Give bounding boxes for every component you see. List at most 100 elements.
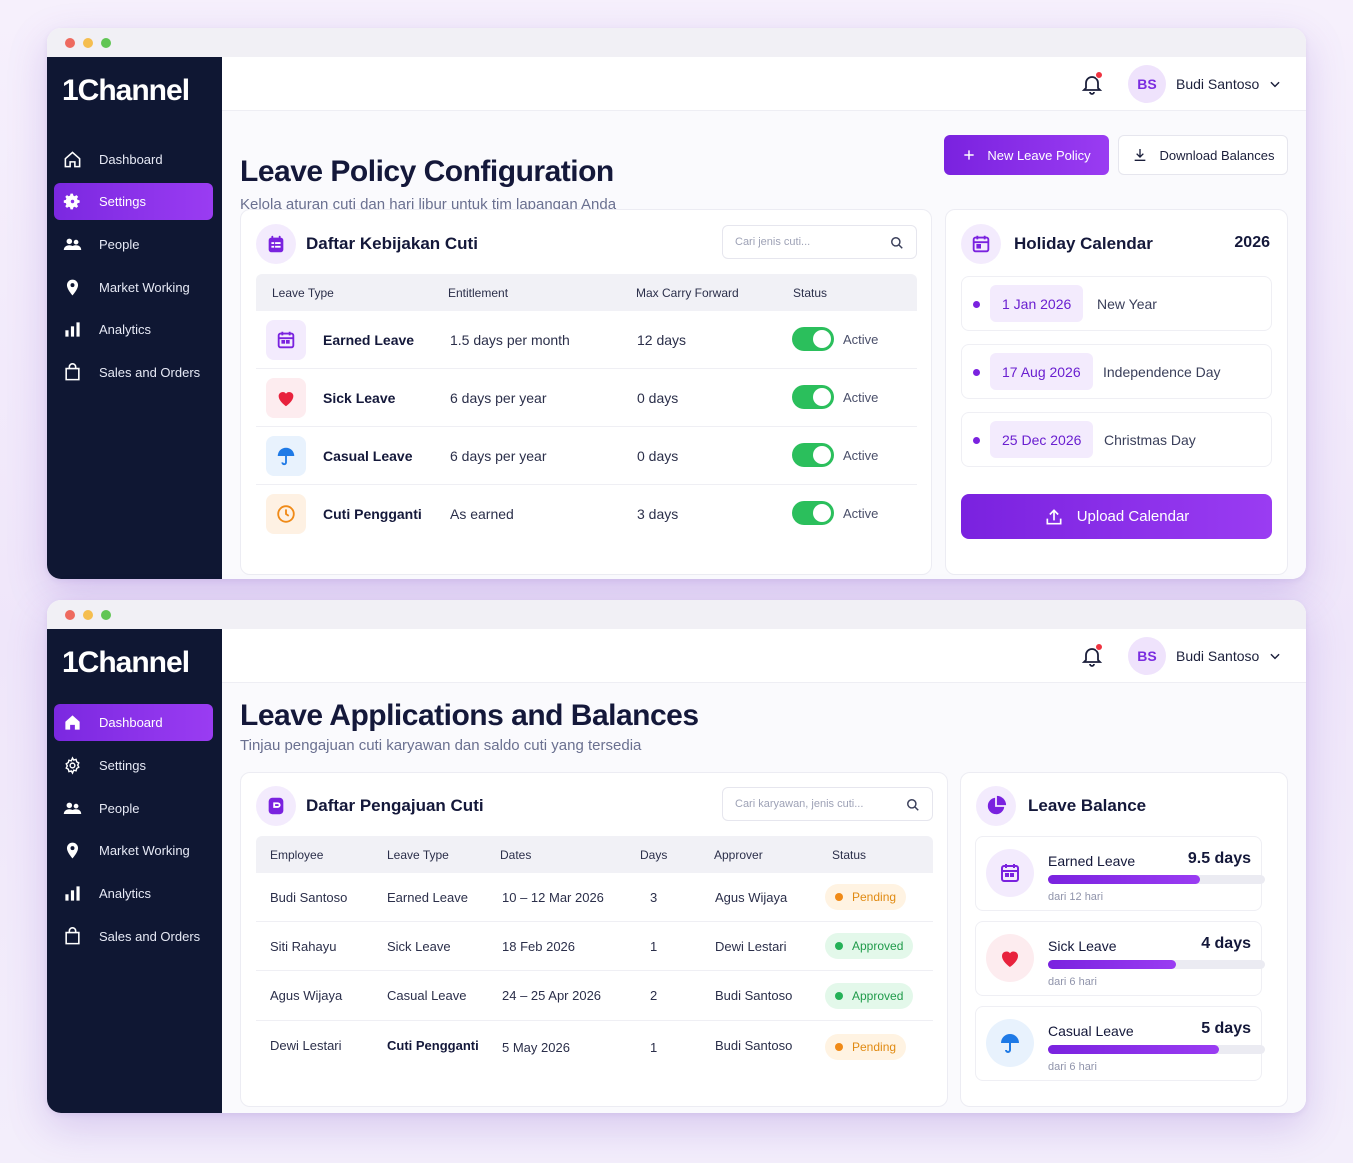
window-chrome <box>47 28 1306 57</box>
column-header: Days <box>640 848 668 862</box>
leave-type-search-input[interactable]: Cari jenis cuti... <box>722 225 917 259</box>
holiday-date: 17 Aug 2026 <box>990 353 1093 390</box>
holiday-name: New Year <box>1097 296 1157 312</box>
employee-name: Budi Santoso <box>270 890 348 905</box>
search-placeholder: Cari jenis cuti... <box>735 236 811 248</box>
status-dot <box>835 893 843 901</box>
status-toggle[interactable] <box>792 385 834 409</box>
leave-applications-card: Daftar Pengajuan Cuti Cari karyawan, jen… <box>240 772 948 1107</box>
sidebar-item-label: People <box>99 237 140 252</box>
balance-progress-bar <box>1048 875 1265 884</box>
notification-bell-icon[interactable] <box>1080 643 1104 668</box>
minimize-window-dot[interactable] <box>83 610 93 620</box>
gear-icon <box>62 756 82 776</box>
sidebar: 1Channel Dashboard Settings People Marke… <box>47 57 222 579</box>
card-title: Holiday Calendar <box>1014 234 1153 253</box>
clock-icon <box>266 494 306 534</box>
sidebar-item-label: Dashboard <box>99 152 163 167</box>
home-icon <box>62 713 82 733</box>
status-label: Active <box>843 332 879 347</box>
balance-progress-fill <box>1048 875 1200 884</box>
sidebar-item-dashboard[interactable]: Dashboard <box>54 141 213 178</box>
leave-days: 1 <box>650 1040 658 1055</box>
leave-dates: 24 – 25 Apr 2026 <box>502 988 602 1003</box>
top-bar: BS Budi Santoso <box>222 629 1306 683</box>
sidebar-item-label: Settings <box>99 194 146 209</box>
page-subtitle: Tinjau pengajuan cuti karyawan dan saldo… <box>240 737 642 754</box>
sidebar-item-label: Market Working <box>99 843 190 858</box>
main-content: BS Budi Santoso Leave Applications and B… <box>222 629 1306 1113</box>
avatar[interactable]: BS <box>1128 65 1166 103</box>
sidebar-item-people[interactable]: People <box>54 226 213 263</box>
maximize-window-dot[interactable] <box>101 38 111 48</box>
new-leave-policy-button[interactable]: New Leave Policy <box>944 135 1109 175</box>
leave-type: Casual Leave <box>387 988 467 1003</box>
status-toggle[interactable] <box>792 443 834 467</box>
sidebar-item-market-working[interactable]: Market Working <box>54 269 213 306</box>
window-chrome <box>47 600 1306 629</box>
balance-value: 5 days <box>1201 1020 1251 1037</box>
shopping-bag-icon <box>62 363 82 383</box>
sidebar-item-dashboard[interactable]: Dashboard <box>54 704 213 741</box>
holiday-name: Christmas Day <box>1104 432 1196 448</box>
calendar-icon <box>986 849 1034 897</box>
download-balances-button[interactable]: Download Balances <box>1118 135 1288 175</box>
close-window-dot[interactable] <box>65 38 75 48</box>
sidebar-item-label: Settings <box>99 758 146 773</box>
table-row[interactable]: Casual Leave 6 days per year 0 days Acti… <box>256 427 917 485</box>
search-icon <box>891 237 903 249</box>
policy-window: 1Channel Dashboard Settings People Marke… <box>47 28 1306 579</box>
balance-total: dari 6 hari <box>1048 1061 1097 1073</box>
sidebar-item-label: Analytics <box>99 886 152 901</box>
table-row[interactable]: Agus Wijaya Casual Leave 24 – 25 Apr 202… <box>256 971 933 1021</box>
table-row[interactable]: Earned Leave 1.5 days per month 12 days … <box>256 311 917 369</box>
notification-bell-icon[interactable] <box>1080 71 1104 96</box>
sidebar-item-settings[interactable]: Settings <box>54 183 213 220</box>
shopping-bag-icon <box>62 927 82 947</box>
location-pin-icon <box>62 841 82 861</box>
table-row[interactable]: Budi Santoso Earned Leave 10 – 12 Mar 20… <box>256 873 933 922</box>
balance-progress-fill <box>1048 1045 1220 1054</box>
sidebar-item-label: People <box>99 801 140 816</box>
table-row[interactable]: Dewi Lestari Cuti Pengganti 5 May 2026 1… <box>256 1021 933 1073</box>
notification-dot <box>1095 643 1103 651</box>
entitlement: 6 days per year <box>450 448 547 464</box>
entitlement: 1.5 days per month <box>450 332 570 348</box>
sidebar-item-sales-and-orders[interactable]: Sales and Orders <box>54 354 213 391</box>
sidebar: 1Channel Dashboard Settings People Marke… <box>47 629 222 1113</box>
maximize-window-dot[interactable] <box>101 610 111 620</box>
table-row[interactable]: Cuti Pengganti As earned 3 days Active <box>256 485 917 543</box>
holiday-item[interactable]: 1 Jan 2026 New Year <box>961 276 1272 331</box>
sidebar-item-people[interactable]: People <box>54 790 213 827</box>
user-name[interactable]: Budi Santoso <box>1176 648 1260 664</box>
close-window-dot[interactable] <box>65 610 75 620</box>
status-toggle[interactable] <box>792 501 834 525</box>
status-toggle[interactable] <box>792 327 834 351</box>
sidebar-item-label: Sales and Orders <box>99 929 201 944</box>
leave-type: Sick Leave <box>323 390 396 406</box>
column-header: Employee <box>270 848 324 862</box>
sidebar-item-analytics[interactable]: Analytics <box>54 875 213 912</box>
chevron-down-icon[interactable] <box>1268 649 1282 663</box>
holiday-item[interactable]: 25 Dec 2026 Christmas Day <box>961 412 1272 467</box>
sidebar-item-label: Analytics <box>99 322 152 337</box>
minimize-window-dot[interactable] <box>83 38 93 48</box>
sidebar-item-sales-and-orders[interactable]: Sales and Orders <box>54 918 213 955</box>
application-search-input[interactable]: Cari karyawan, jenis cuti... <box>722 787 933 821</box>
upload-icon <box>1046 508 1062 524</box>
holiday-item[interactable]: 17 Aug 2026 Independence Day <box>961 344 1272 399</box>
status-text: Pending <box>852 890 897 904</box>
sidebar-item-settings[interactable]: Settings <box>54 747 213 784</box>
sidebar-item-analytics[interactable]: Analytics <box>54 311 213 348</box>
table-row[interactable]: Siti Rahayu Sick Leave 18 Feb 2026 1 Dew… <box>256 922 933 971</box>
avatar[interactable]: BS <box>1128 637 1166 675</box>
column-header: Dates <box>500 848 532 862</box>
sidebar-item-market-working[interactable]: Market Working <box>54 832 213 869</box>
user-name[interactable]: Budi Santoso <box>1176 76 1260 92</box>
leave-type: Casual Leave <box>323 448 413 464</box>
holiday-calendar-card: Holiday Calendar 2026 1 Jan 2026 New Yea… <box>945 209 1288 575</box>
chevron-down-icon[interactable] <box>1268 77 1282 91</box>
column-header: Leave Type <box>387 848 449 862</box>
table-row[interactable]: Sick Leave 6 days per year 0 days Active <box>256 369 917 427</box>
upload-calendar-button[interactable]: Upload Calendar <box>961 494 1272 539</box>
